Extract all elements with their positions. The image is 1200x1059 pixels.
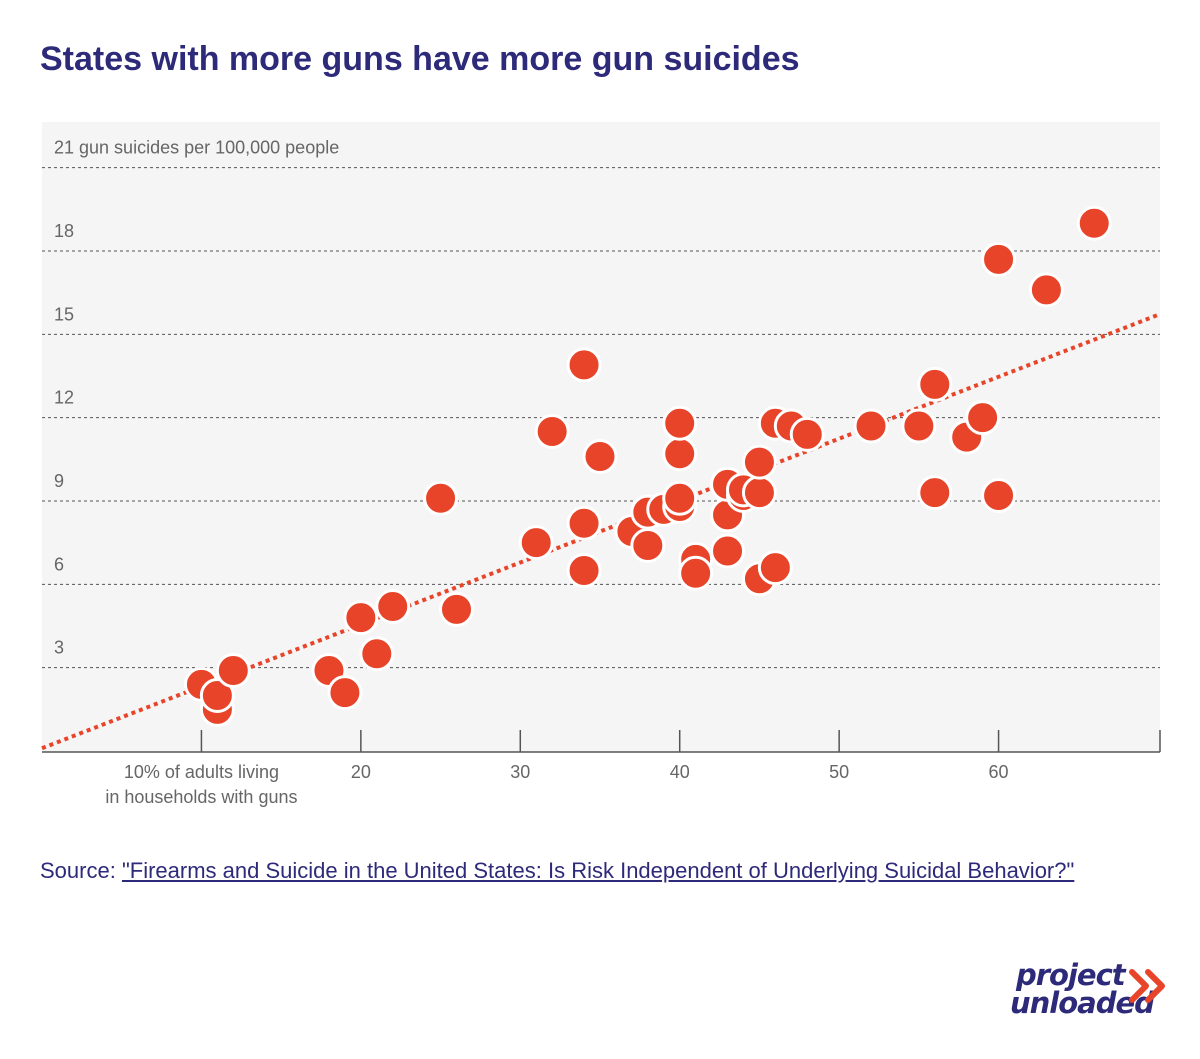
chart-title: States with more guns have more gun suic… bbox=[40, 40, 800, 78]
x-tick-label: 10% of adults living in households with g… bbox=[105, 762, 297, 807]
data-point bbox=[757, 550, 793, 586]
data-point bbox=[359, 636, 395, 672]
x-tick-label: 20 bbox=[351, 762, 371, 782]
data-point bbox=[518, 525, 554, 561]
source-note: Source: "Firearms and Suicide in the Uni… bbox=[40, 856, 1090, 886]
double-chevron-icon bbox=[1129, 969, 1165, 1003]
data-point bbox=[327, 675, 363, 711]
data-point bbox=[375, 589, 411, 625]
data-point bbox=[439, 591, 475, 627]
data-point bbox=[710, 533, 746, 569]
scatter-chart: 3 6 9 12 15 18 21 gun suicides per 100,000 peo… bbox=[41, 122, 1161, 807]
logo-line-2: unloaded bbox=[1010, 986, 1155, 1020]
data-point bbox=[566, 552, 602, 588]
data-point bbox=[423, 480, 459, 516]
data-point bbox=[662, 405, 698, 441]
x-tick-label-line: 10% of adults living bbox=[124, 762, 279, 782]
data-point bbox=[199, 677, 235, 713]
y-tick-label: 12 bbox=[54, 388, 74, 408]
y-tick-label: 21 gun suicides per 100,000 people bbox=[54, 138, 339, 158]
data-point bbox=[343, 600, 379, 636]
data-points bbox=[183, 205, 1112, 727]
data-point bbox=[1028, 272, 1064, 308]
source-label: Source: bbox=[40, 858, 116, 883]
data-point bbox=[853, 408, 889, 444]
y-tick-label: 15 bbox=[54, 304, 74, 324]
data-point bbox=[741, 444, 777, 480]
x-tick-label-line: 30 bbox=[510, 762, 530, 782]
data-point bbox=[566, 347, 602, 383]
data-point bbox=[566, 505, 602, 541]
data-point bbox=[965, 400, 1001, 436]
x-axis-labels: 10% of adults living in households with g… bbox=[105, 762, 1008, 807]
data-point bbox=[582, 439, 618, 475]
y-axis-labels: 3 6 9 12 15 18 21 gun suicides per 100,000 peo… bbox=[54, 138, 339, 658]
project-unloaded-logo: project unloaded bbox=[1010, 958, 1180, 1028]
x-tick-label: 40 bbox=[670, 762, 690, 782]
x-axis bbox=[42, 730, 1161, 753]
data-point bbox=[662, 436, 698, 472]
source-link[interactable]: "Firearms and Suicide in the United Stat… bbox=[121, 858, 1075, 883]
y-tick-label: 9 bbox=[54, 471, 64, 491]
data-point bbox=[215, 652, 251, 688]
x-tick-label-line: 20 bbox=[351, 762, 371, 782]
data-point bbox=[981, 241, 1017, 277]
data-point bbox=[534, 414, 570, 450]
x-tick-label: 30 bbox=[510, 762, 530, 782]
plot-background bbox=[42, 122, 1160, 752]
x-tick-label: 50 bbox=[829, 762, 849, 782]
x-tick-label: 60 bbox=[989, 762, 1009, 782]
data-point bbox=[741, 475, 777, 511]
x-tick-label-line: 40 bbox=[670, 762, 690, 782]
y-tick-label: 3 bbox=[54, 638, 64, 658]
x-tick-label-line: in households with guns bbox=[105, 787, 297, 807]
y-tick-label: 6 bbox=[54, 554, 64, 574]
data-point bbox=[1076, 205, 1112, 241]
logo-line-1: project bbox=[1016, 958, 1126, 992]
data-point bbox=[789, 416, 825, 452]
data-point bbox=[901, 408, 937, 444]
x-tick-label-line: 60 bbox=[989, 762, 1009, 782]
data-point bbox=[917, 475, 953, 511]
data-point bbox=[678, 555, 714, 591]
data-point bbox=[662, 480, 698, 516]
data-point bbox=[630, 527, 666, 563]
data-point bbox=[917, 366, 953, 402]
data-point bbox=[981, 477, 1017, 513]
x-tick-label-line: 50 bbox=[829, 762, 849, 782]
y-tick-label: 18 bbox=[54, 221, 74, 241]
